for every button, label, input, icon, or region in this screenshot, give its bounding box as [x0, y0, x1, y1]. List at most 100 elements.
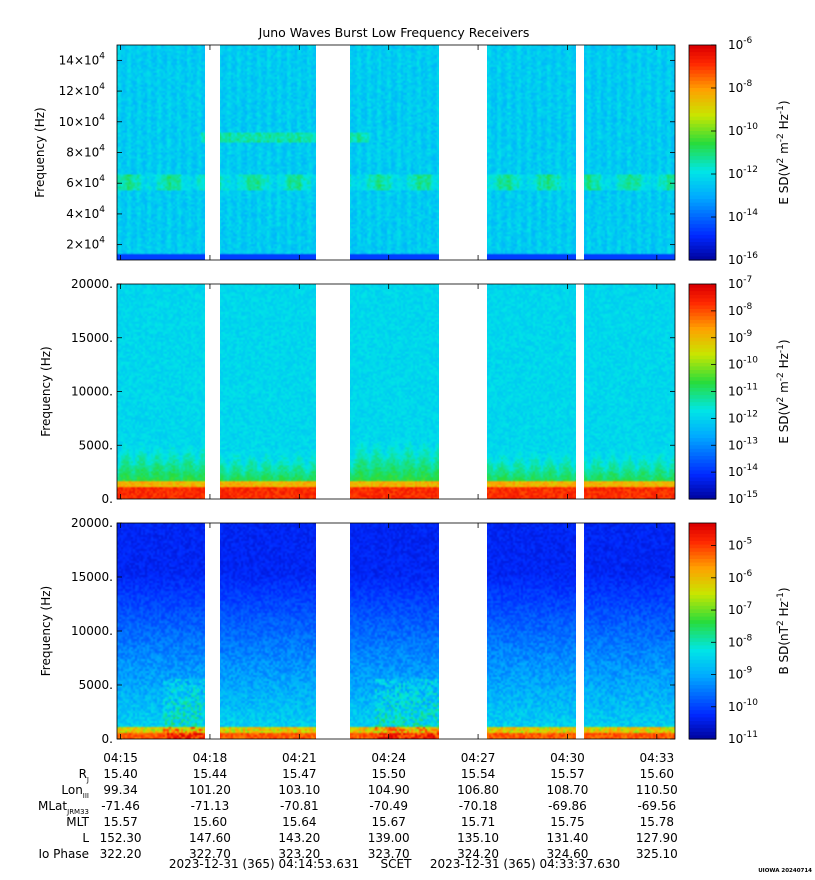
y-axis-label: Frequency (Hz)	[39, 346, 53, 437]
time-tick-label: 04:21	[282, 751, 317, 765]
time-tick-label: 04:24	[371, 751, 406, 765]
time-tick-label: 04:33	[640, 751, 675, 765]
y-tick-label: 8×104	[66, 144, 105, 160]
ephemeris-row-label: Io Phase	[38, 847, 89, 861]
ephemeris-value: -69.56	[637, 799, 676, 813]
data-gap	[316, 284, 350, 499]
ephemeris-value: 99.34	[103, 783, 137, 797]
spectrogram-image	[117, 284, 675, 499]
ephemeris-value: 108.70	[546, 783, 588, 797]
colorbar-tick-label: 10-12	[728, 165, 758, 181]
data-gap	[576, 523, 584, 739]
ephemeris-value: 15.71	[461, 815, 495, 829]
colorbar-tick-label: 10-10	[728, 122, 758, 138]
ephemeris-value: 15.78	[640, 815, 674, 829]
ephemeris-value: 15.67	[372, 815, 406, 829]
ephemeris-value: 15.50	[372, 767, 406, 781]
ephemeris-value: 143.20	[278, 831, 320, 845]
ephemeris-value: 127.90	[636, 831, 678, 845]
colorbar: 10-7 10-8 10-9 10-10 10-11 10-12 10-13 10-14 10-…	[688, 275, 791, 506]
ephemeris-value: 15.54	[461, 767, 495, 781]
ephemeris-value: 147.60	[189, 831, 231, 845]
colorbar-tick-label: 10-5	[728, 537, 752, 553]
data-gap	[576, 45, 584, 260]
ephemeris-value: 103.10	[278, 783, 320, 797]
colorbar-tick-label: 10-7	[728, 275, 752, 291]
colorbar-tick-label: 10-14	[728, 463, 758, 479]
colorbar-tick-label: 10-15	[728, 490, 758, 506]
ephemeris-value: -70.81	[280, 799, 319, 813]
figure-title: Juno Waves Burst Low Frequency Receivers	[258, 25, 530, 40]
ephemeris-value: 15.64	[282, 815, 316, 829]
y-tick-label: 20000.	[71, 516, 113, 530]
y-axis-label: Frequency (Hz)	[39, 586, 53, 677]
panel-3: 0. 5000. 10000. 15000. 20000. Frequency (Hz) 1…	[39, 516, 791, 746]
colorbar-label: E SD(V2 m-2 Hz-1)	[776, 100, 791, 204]
panel-2: 0. 5000. 10000. 15000. 20000. Frequency (Hz) 1…	[39, 275, 791, 506]
data-gap	[316, 523, 350, 739]
ephemeris-value: 15.60	[640, 767, 674, 781]
ephemeris-value: 131.40	[546, 831, 588, 845]
y-tick-label: 12×104	[59, 82, 106, 98]
ephemeris-value: 15.60	[193, 815, 227, 829]
ephemeris-value: 106.80	[457, 783, 499, 797]
ephemeris-row-label: RJ	[79, 767, 89, 784]
footer-end-time: 2023-12-31 (365) 04:33:37.630	[430, 857, 620, 871]
data-gap	[439, 523, 487, 739]
data-gap	[316, 45, 350, 260]
ephemeris-row-label: MLT	[66, 815, 89, 829]
ephemeris-value: 15.44	[193, 767, 227, 781]
ephemeris-value: 135.10	[457, 831, 499, 845]
data-gap	[576, 284, 584, 499]
footer-start-time: 2023-12-31 (365) 04:14:53.631	[169, 857, 359, 871]
colorbar-tick-label: 10-11	[728, 730, 758, 746]
colorbar-tick-label: 10-10	[728, 356, 758, 372]
ephemeris-value: 322.20	[100, 847, 142, 861]
ephemeris-row-label: L	[82, 831, 89, 845]
ephemeris-row-label: LonIII	[61, 783, 89, 800]
colorbar-tick-label: 10-6	[728, 36, 753, 52]
colorbar-tick-label: 10-16	[728, 251, 758, 267]
y-tick-label: 4×104	[66, 205, 105, 221]
colorbar-tick-label: 10-8	[728, 633, 753, 649]
ephemeris-value: 15.75	[550, 815, 584, 829]
y-tick-label: 6×104	[66, 174, 105, 190]
ephemeris-value: 152.30	[100, 831, 142, 845]
y-tick-label: 2×104	[66, 236, 105, 252]
panels: 2×104 4×104 6×104 8×104 10×104 12×104 14×104 Fr…	[33, 36, 791, 746]
ephemeris-value: 323.70	[368, 847, 410, 861]
y-tick-label: 5000.	[79, 438, 113, 452]
colorbar-tick-label: 10-13	[728, 436, 758, 452]
y-tick-label: 0.	[102, 732, 113, 746]
y-tick-label: 20000.	[71, 277, 113, 291]
credit-label: UIOWA 20240714	[758, 868, 812, 874]
time-axis: 04:15 04:18 04:21 04:24 04:27 04:30 04:33 RJ 15.…	[38, 751, 678, 861]
colorbar-tick-label: 10-9	[728, 329, 753, 345]
colorbar-tick-label: 10-6	[728, 569, 753, 585]
colorbar-tick-label: 10-10	[728, 698, 758, 714]
y-axis-label: Frequency (Hz)	[33, 107, 47, 198]
spectrogram-image	[117, 523, 675, 739]
ephemeris-value: 323.20	[278, 847, 320, 861]
ephemeris-value: 15.47	[282, 767, 316, 781]
time-tick-label: 04:30	[550, 751, 585, 765]
y-tick-label: 10×104	[59, 113, 106, 129]
ephemeris-value: 110.50	[636, 783, 678, 797]
colorbar-label: B SD(nT2 Hz-1)	[776, 587, 791, 674]
colorbar-tick-label: 10-8	[728, 302, 753, 318]
panel-1: 2×104 4×104 6×104 8×104 10×104 12×104 14×104 Fr…	[33, 36, 791, 267]
ephemeris-row-label: MLatJRM33	[38, 799, 89, 816]
y-tick-label: 14×104	[59, 51, 106, 67]
data-gap	[439, 45, 487, 260]
ephemeris-value: 322.70	[189, 847, 231, 861]
y-tick-label: 0.	[102, 492, 113, 506]
colorbar-label: E SD(V2 m-2 Hz-1)	[776, 339, 791, 443]
y-tick-label: 15000.	[71, 570, 113, 584]
ephemeris-value: -70.49	[369, 799, 408, 813]
time-tick-label: 04:27	[461, 751, 496, 765]
ephemeris-value: 104.90	[368, 783, 410, 797]
colorbar-tick-label: 10-12	[728, 409, 758, 425]
ephemeris-value: -69.86	[548, 799, 587, 813]
data-gap	[439, 284, 487, 499]
ephemeris-value: 15.40	[103, 767, 137, 781]
